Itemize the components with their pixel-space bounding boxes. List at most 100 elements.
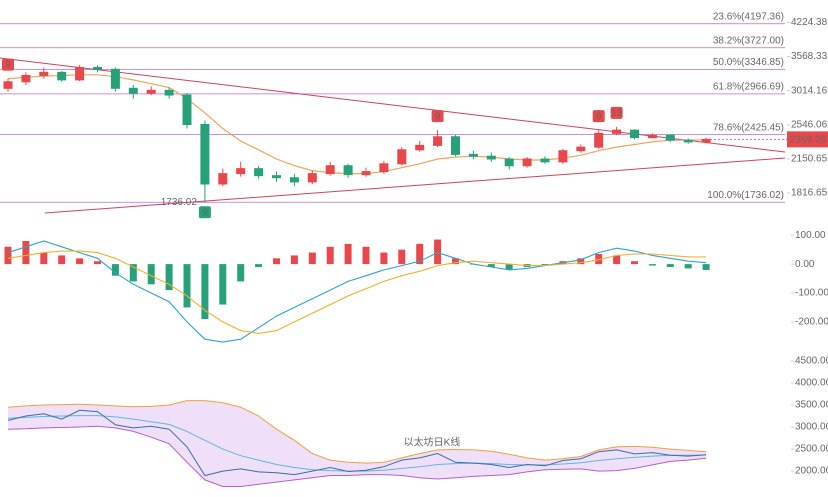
candle-body xyxy=(647,134,657,139)
macd-bar xyxy=(666,264,674,267)
y-tick-label: 3014.16 xyxy=(791,85,828,96)
y-tick-label: -100.00 xyxy=(795,288,828,299)
td-count: 9 xyxy=(435,111,441,122)
dea-line xyxy=(7,250,707,334)
macd-bar xyxy=(40,252,48,265)
macd-bar xyxy=(290,255,298,265)
candle-body xyxy=(558,150,568,163)
macd-bar xyxy=(183,264,191,308)
candle-body xyxy=(128,87,138,94)
candle-body xyxy=(110,68,120,89)
candle-body xyxy=(415,144,425,151)
macd-bar xyxy=(595,254,603,265)
y-tick-label: 1816.65 xyxy=(791,188,828,199)
macd-bar xyxy=(648,264,656,266)
candle-body xyxy=(39,71,49,76)
candle-body xyxy=(75,67,85,81)
macd-bar xyxy=(255,264,263,267)
macd-bar xyxy=(201,264,209,319)
macd-bar xyxy=(237,264,245,282)
macd-bar xyxy=(362,246,370,265)
y-tick-label: 3000.00 xyxy=(795,422,828,433)
candle-body xyxy=(451,136,460,155)
macd-bar xyxy=(344,243,352,265)
td-badge xyxy=(198,206,211,219)
candle-body xyxy=(612,129,622,134)
macd-bar xyxy=(308,252,316,265)
candle-body xyxy=(236,168,246,175)
y-tick-label: 2150.65 xyxy=(791,154,828,165)
price-line xyxy=(7,409,707,477)
td-badge xyxy=(431,110,444,123)
candle-body xyxy=(504,158,514,167)
candle-body xyxy=(397,149,407,165)
td-count: 9 xyxy=(202,207,208,218)
y-tick-label: 2546.06 xyxy=(791,119,828,130)
y-tick-label: -200.00 xyxy=(795,317,828,328)
td-badge xyxy=(2,58,14,71)
macd-bar xyxy=(94,261,101,265)
candle-body xyxy=(218,173,228,185)
fib-label: 23.6%(4197.36) xyxy=(713,11,784,22)
macd-bar xyxy=(505,264,513,270)
macd-bar xyxy=(273,258,280,265)
fib-label: 38.2%(3727.00) xyxy=(713,35,784,46)
macd-bar xyxy=(577,258,585,265)
fib-label: 50.0%(3346.85) xyxy=(713,57,784,68)
upper-band xyxy=(7,400,707,464)
y-tick-label: 0.00 xyxy=(795,259,815,270)
td-badge xyxy=(592,110,605,123)
macd-bar xyxy=(541,264,549,266)
macd-bar xyxy=(380,252,388,265)
macd-bar xyxy=(76,258,84,265)
candle-body xyxy=(146,89,156,94)
macd-bar xyxy=(416,243,424,265)
candle-body xyxy=(468,153,478,157)
band-area xyxy=(8,400,707,487)
macd-bar xyxy=(326,246,334,265)
macd-bar xyxy=(165,264,173,291)
dif-line xyxy=(7,240,707,343)
candle-body xyxy=(630,129,639,139)
candle-body xyxy=(576,146,586,152)
candle-body xyxy=(200,124,210,185)
fib-label: 78.6%(2425.45) xyxy=(713,122,784,133)
y-tick-label: 4224.38 xyxy=(791,17,828,28)
candle-body xyxy=(182,94,192,126)
macd-bar xyxy=(487,264,495,267)
candle-body xyxy=(379,163,389,173)
candle-body xyxy=(433,136,443,146)
macd-bar xyxy=(684,264,692,269)
candle-body xyxy=(683,139,693,143)
last-price: 2369.26 xyxy=(790,135,827,146)
td-badge xyxy=(610,106,623,119)
candle-body xyxy=(486,155,496,160)
candle-body xyxy=(57,71,67,81)
low-price-label: 1736.02 xyxy=(161,197,198,208)
y-tick-label: 3500.00 xyxy=(795,400,828,411)
candle-body xyxy=(307,173,317,183)
macd-bar xyxy=(702,264,710,270)
candle-body xyxy=(343,165,353,176)
candle-body xyxy=(21,74,31,83)
watermark: 以太坊日K线 xyxy=(404,436,461,449)
candle-body xyxy=(93,67,102,70)
macd-bar xyxy=(129,264,137,282)
td-count: 9 xyxy=(5,60,11,71)
y-tick-label: 4000.00 xyxy=(795,378,828,389)
macd-bar xyxy=(147,264,155,285)
macd-bar xyxy=(452,258,459,265)
y-tick-label: 100.00 xyxy=(795,230,826,241)
candle-body xyxy=(594,132,604,148)
td-count: 9 xyxy=(596,111,602,122)
macd-bar xyxy=(434,239,442,265)
candle-body xyxy=(325,165,335,175)
macd-bar xyxy=(4,246,12,265)
candle-body xyxy=(272,175,281,179)
td-count: 13 xyxy=(611,108,623,119)
macd-bar xyxy=(22,241,30,265)
macd-bar xyxy=(219,264,227,305)
y-tick-label: 3568.33 xyxy=(791,51,828,62)
candle-body xyxy=(254,168,264,177)
